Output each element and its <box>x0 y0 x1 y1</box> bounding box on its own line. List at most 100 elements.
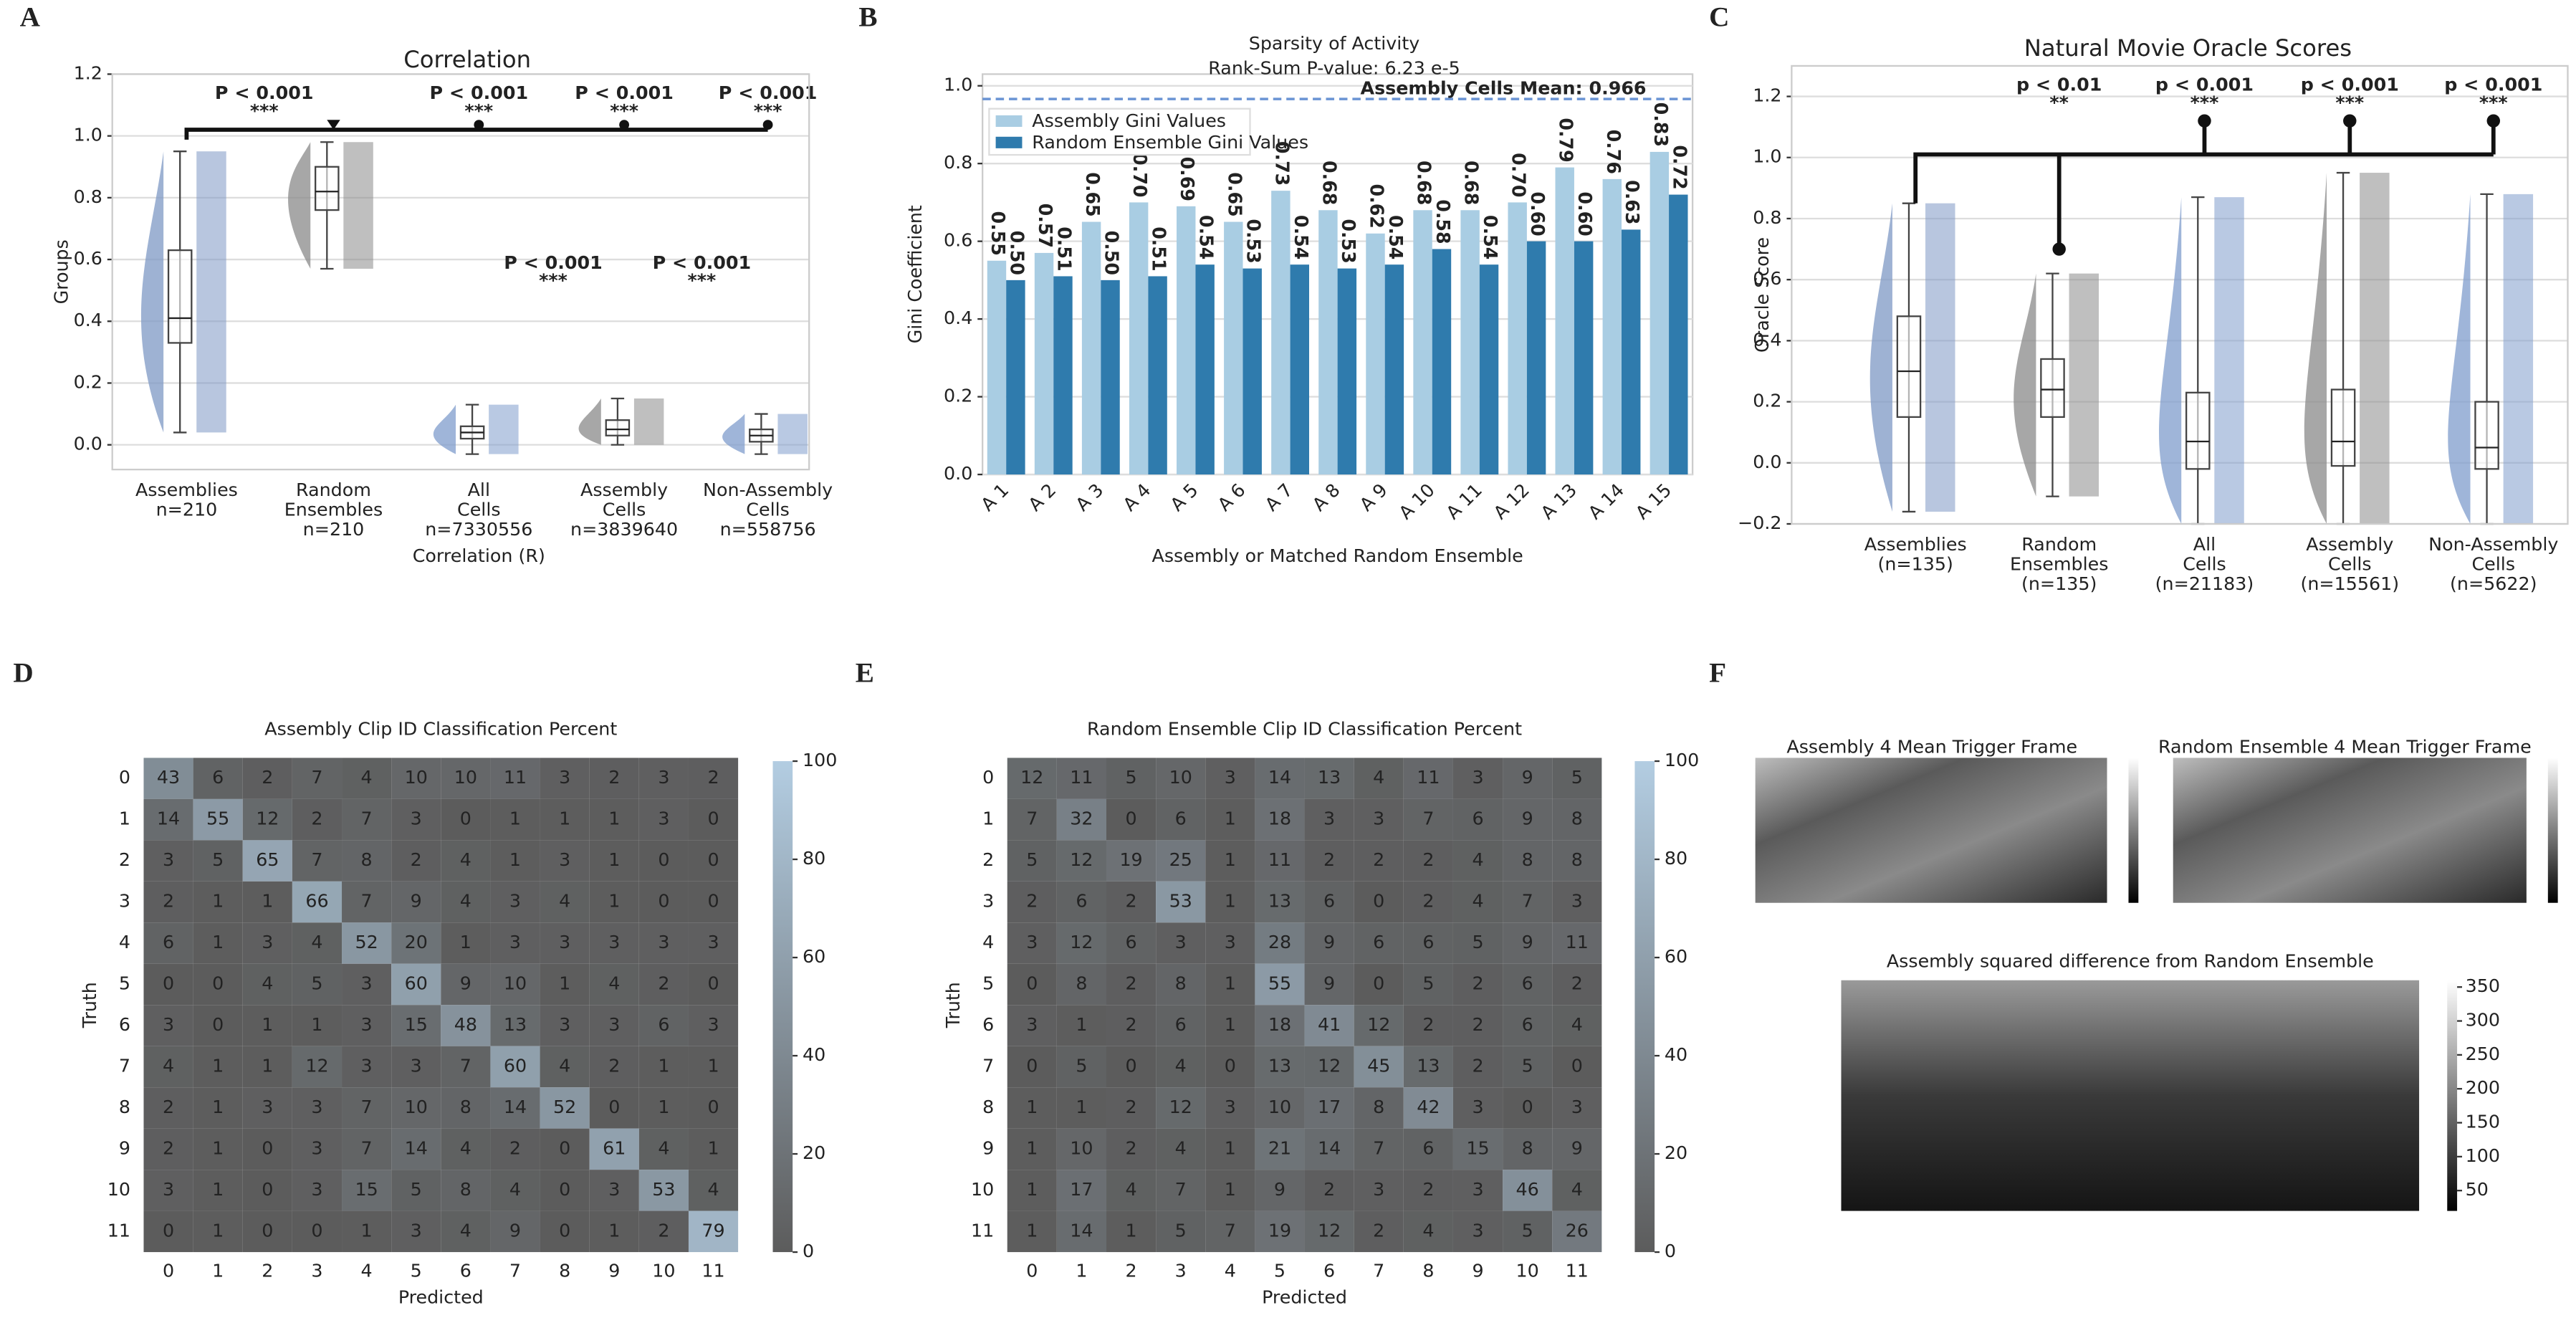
cell-label: 0 <box>707 849 719 870</box>
y-tick-label: 7 <box>119 1055 130 1076</box>
cell-label: 1 <box>608 1220 620 1241</box>
x-tick-label: Cells <box>2328 553 2372 574</box>
bar <box>1555 167 1574 475</box>
colorbar <box>2447 980 2458 1211</box>
cell-label: 15 <box>1466 1137 1489 1158</box>
cell-label: 2 <box>1126 891 1137 912</box>
cell-label: 12 <box>305 1055 328 1076</box>
cell-label: 0 <box>1571 1055 1583 1076</box>
y-tick-label: 1 <box>982 808 994 829</box>
cell-label: 2 <box>411 849 422 870</box>
cell-label: 21 <box>1268 1137 1291 1158</box>
cell <box>1552 1170 1602 1211</box>
cell <box>1503 1210 1553 1253</box>
cell-label: 42 <box>1417 1097 1440 1117</box>
panel-label: D <box>13 658 33 689</box>
x-tick-label: Ensembles <box>2010 553 2108 574</box>
x-tick-label: A 10 <box>1395 479 1439 523</box>
cell-label: 0 <box>658 891 669 912</box>
cell <box>292 881 343 923</box>
cell <box>441 1128 491 1170</box>
cell <box>1552 881 1602 923</box>
cell-label: 4 <box>559 891 570 912</box>
cell <box>1304 840 1354 882</box>
cell <box>1106 798 1157 841</box>
bar <box>1413 210 1432 475</box>
cell <box>1007 798 1057 841</box>
p-value: P < 0.001 <box>653 252 752 273</box>
cell <box>540 1210 590 1253</box>
cell-label: 9 <box>460 973 471 994</box>
bar <box>1622 229 1641 475</box>
cell-label: 6 <box>1076 891 1087 912</box>
bar <box>1129 202 1149 475</box>
jitter-band <box>196 151 226 433</box>
x-tick-label: A 5 <box>1167 479 1202 515</box>
y-tick-label: 0.6 <box>74 248 102 269</box>
y-tick-label: 2 <box>982 849 994 870</box>
cell-label: 0 <box>460 808 471 829</box>
cell-label: 3 <box>608 1014 620 1035</box>
value-label: 0.54 <box>1385 215 1406 259</box>
cell-label: 3 <box>608 932 620 952</box>
cell <box>1403 1170 1453 1211</box>
cell-label: 12 <box>1070 932 1093 952</box>
cell <box>143 1128 193 1170</box>
cell-label: 0 <box>559 1220 570 1241</box>
value-label: 0.60 <box>1574 191 1595 236</box>
cell <box>292 1170 343 1211</box>
cell <box>1452 922 1503 964</box>
cell <box>242 1210 292 1253</box>
cell-label: 0 <box>1373 973 1384 994</box>
cell <box>1304 963 1354 1006</box>
x-tick-label: (n=21183) <box>2155 573 2254 594</box>
cell <box>1552 798 1602 841</box>
cell <box>292 1005 343 1046</box>
cell-label: 3 <box>1472 767 1483 788</box>
cell-label: 2 <box>1422 1014 1434 1035</box>
value-label: 0.76 <box>1603 130 1624 174</box>
cell-label: 7 <box>1422 808 1434 829</box>
bracket-dot <box>619 120 630 130</box>
cell-label: 1 <box>1225 1179 1236 1200</box>
cell <box>193 840 243 882</box>
cell-label: 1 <box>1225 891 1236 912</box>
cell <box>490 1005 540 1046</box>
cell <box>490 1087 540 1129</box>
cell-label: 0 <box>1373 891 1384 912</box>
x-axis-label: Predicted <box>398 1286 484 1307</box>
cell <box>1503 1170 1553 1211</box>
jitter-band <box>633 398 664 445</box>
cell <box>143 840 193 882</box>
x-tick-label: A 8 <box>1308 479 1344 515</box>
cell <box>1304 1005 1354 1046</box>
cell-label: 9 <box>1323 973 1335 994</box>
cell <box>242 963 292 1006</box>
cell-label: 1 <box>1076 1097 1087 1117</box>
cell-label: 2 <box>707 767 719 788</box>
bar <box>1034 252 1054 475</box>
panel-label: B <box>858 2 877 33</box>
x-tick-label: (n=135) <box>1878 553 1953 574</box>
cell <box>1056 758 1107 799</box>
cell <box>1255 840 1305 882</box>
colorbar-label: 60 <box>803 946 825 967</box>
cell-label: 4 <box>311 932 322 952</box>
cell <box>1552 1210 1602 1253</box>
cell <box>193 1128 243 1170</box>
cell <box>342 963 392 1006</box>
cell <box>1503 840 1553 882</box>
cell-label: 46 <box>1516 1179 1539 1200</box>
y-tick-label: 3 <box>982 891 994 912</box>
cell <box>1106 881 1157 923</box>
cell <box>1156 1087 1206 1129</box>
cell <box>1503 922 1553 964</box>
panel-label: A <box>20 2 40 33</box>
y-tick-label: 2 <box>119 849 130 870</box>
cell-label: 79 <box>702 1220 724 1241</box>
cell-label: 3 <box>361 973 373 994</box>
cell <box>1403 1128 1453 1170</box>
cell <box>1007 1128 1057 1170</box>
cell-label: 4 <box>1175 1137 1187 1158</box>
x-tick-label: Cells <box>603 500 646 520</box>
